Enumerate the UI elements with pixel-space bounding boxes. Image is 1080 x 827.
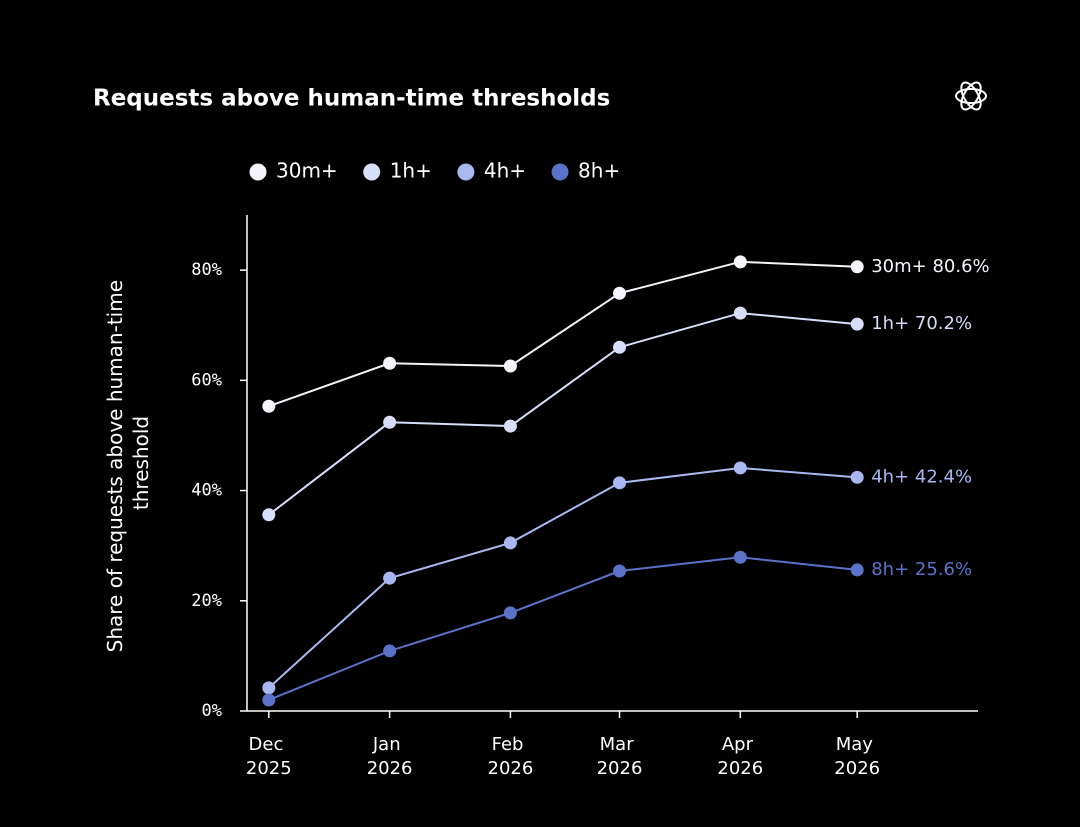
legend-marker bbox=[551, 163, 569, 181]
end-label-value: 42.4% bbox=[915, 466, 972, 487]
x-tick-label-line: 2026 bbox=[717, 758, 763, 779]
series-line bbox=[268, 260, 858, 408]
x-tick-label-line: Apr bbox=[722, 734, 759, 755]
data-point bbox=[613, 286, 627, 300]
x-tick-label: May 2026 bbox=[834, 734, 880, 779]
data-point bbox=[850, 317, 864, 331]
data-point bbox=[383, 571, 397, 585]
end-label-name: 4h+ bbox=[871, 466, 909, 487]
data-point bbox=[613, 564, 627, 578]
legend-label: 1h+ bbox=[390, 159, 432, 183]
data-point bbox=[850, 563, 864, 577]
x-tick-label: Mar 2026 bbox=[597, 734, 643, 779]
data-point bbox=[733, 306, 747, 320]
chart-title: Requests above human-time thresholds bbox=[93, 86, 610, 112]
y-tick-label: 0% bbox=[202, 701, 222, 721]
x-tick-label: Apr 2026 bbox=[717, 734, 763, 779]
x-tick-label-line: Jan bbox=[372, 734, 406, 755]
end-label-value: 25.6% bbox=[915, 559, 972, 580]
data-point bbox=[850, 470, 864, 484]
y-tick-label: 20% bbox=[191, 591, 222, 611]
x-tick-label-line: 2026 bbox=[488, 758, 534, 779]
legend-label: 4h+ bbox=[484, 159, 526, 183]
legend-marker bbox=[457, 163, 475, 181]
end-label-value: 80.6% bbox=[932, 256, 989, 277]
y-axis-title: Share of requests above human-time thres… bbox=[103, 274, 153, 653]
end-label: 8h+ 25.6% bbox=[871, 559, 972, 580]
x-tick-label-line: Feb bbox=[492, 734, 530, 755]
x-tick-label: Jan 2026 bbox=[367, 734, 413, 779]
x-tick-label-line: May bbox=[836, 734, 879, 755]
series-line bbox=[268, 556, 858, 701]
data-point bbox=[262, 508, 276, 522]
x-tick-label-line: 2025 bbox=[246, 758, 292, 779]
data-point bbox=[850, 260, 864, 274]
x-tick-label-line: 2026 bbox=[834, 758, 880, 779]
end-label-name: 1h+ bbox=[871, 313, 909, 334]
end-label-name: 30m+ bbox=[871, 256, 927, 277]
y-tick-label: 80% bbox=[191, 260, 222, 280]
legend-label: 30m+ bbox=[276, 159, 338, 183]
x-tick-label: Dec 2025 bbox=[246, 734, 292, 779]
series-line bbox=[268, 312, 858, 516]
data-point bbox=[503, 606, 517, 620]
data-point bbox=[733, 461, 747, 475]
legend-marker bbox=[249, 163, 267, 181]
end-label-value: 70.2% bbox=[915, 313, 972, 334]
x-tick-label-line: 2026 bbox=[597, 758, 643, 779]
logo bbox=[955, 81, 987, 111]
data-point bbox=[503, 359, 517, 373]
end-label: 4h+ 42.4% bbox=[871, 466, 972, 487]
x-tick-label-line: Dec bbox=[249, 734, 290, 755]
data-point bbox=[262, 681, 276, 695]
data-point bbox=[613, 340, 627, 354]
end-label-name: 8h+ bbox=[871, 559, 909, 580]
data-point bbox=[733, 550, 747, 564]
legend-marker bbox=[363, 163, 381, 181]
y-tick-label: 40% bbox=[191, 481, 222, 501]
legend-label: 8h+ bbox=[578, 159, 620, 183]
data-point bbox=[383, 644, 397, 658]
x-tick-label-line: Mar bbox=[600, 734, 640, 755]
x-tick-label: Feb 2026 bbox=[488, 734, 534, 779]
end-label: 1h+ 70.2% bbox=[871, 313, 972, 334]
y-axis-title-line: Share of requests above human-time bbox=[103, 274, 127, 653]
data-point bbox=[503, 419, 517, 433]
data-point bbox=[383, 356, 397, 370]
series-line bbox=[268, 466, 858, 689]
y-tick-label: 60% bbox=[191, 370, 222, 390]
data-point bbox=[613, 476, 627, 490]
data-point bbox=[733, 255, 747, 269]
y-axis-title-line: threshold bbox=[129, 416, 153, 510]
data-point bbox=[262, 399, 276, 413]
data-point bbox=[262, 693, 276, 707]
data-point bbox=[383, 415, 397, 429]
end-label: 30m+ 80.6% bbox=[871, 256, 989, 277]
data-point bbox=[503, 536, 517, 550]
x-tick-label-line: 2026 bbox=[367, 758, 413, 779]
